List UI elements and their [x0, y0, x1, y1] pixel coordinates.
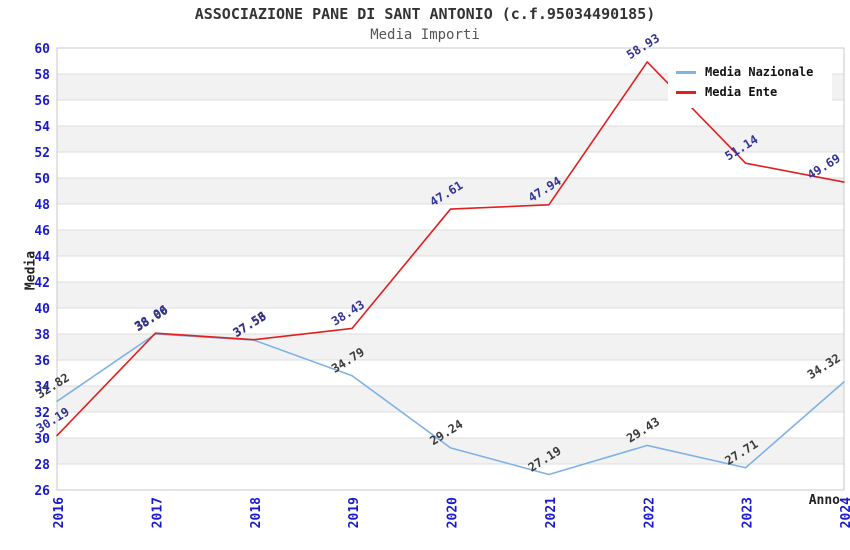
plot-band	[57, 386, 844, 412]
y-tick-label: 52	[34, 146, 50, 161]
legend-item-media-nazionale: Media Nazionale	[676, 62, 826, 82]
y-tick-label: 32	[34, 406, 50, 421]
plot-band	[57, 152, 844, 178]
y-tick-label: 30	[34, 432, 50, 447]
y-tick-label: 40	[34, 302, 50, 317]
plot-border	[56, 47, 845, 491]
x-axis-title: Anno	[808, 493, 840, 508]
x-tick-label: 2024	[839, 497, 850, 528]
series-line-media-ente	[56, 61, 845, 437]
plot-band	[57, 282, 844, 308]
x-tick-label: 2019	[347, 497, 362, 528]
y-tick-label: 48	[34, 198, 50, 213]
y-tick-label: 50	[34, 172, 50, 187]
y-tick-label: 34	[34, 380, 50, 395]
y-tick-label: 36	[34, 354, 50, 369]
y-tick-label: 42	[34, 276, 50, 291]
plot-band	[57, 178, 844, 204]
x-tick-label: 2021	[544, 497, 559, 528]
legend-swatch-media-nazionale	[676, 70, 696, 74]
y-tick-label: 26	[34, 484, 50, 499]
chart-title: ASSOCIAZIONE PANE DI SANT ANTONIO (c.f.9…	[194, 5, 656, 23]
x-tick-label: 2022	[642, 497, 657, 528]
x-tick-label: 2017	[150, 497, 165, 528]
plot-band	[57, 308, 844, 334]
legend-label: Media Ente	[705, 85, 778, 99]
legend-item-media-ente: Media Ente	[676, 82, 826, 102]
y-tick-label: 60	[34, 42, 50, 57]
x-tick-label: 2020	[446, 497, 461, 528]
y-tick-label: 44	[34, 250, 50, 265]
y-tick-label: 58	[34, 68, 50, 83]
y-tick-label: 28	[34, 458, 50, 473]
chart-legend: Media Nazionale Media Ente	[668, 57, 832, 108]
x-tick-label: 2023	[741, 497, 756, 528]
y-tick-label: 46	[34, 224, 50, 239]
plot-band	[57, 464, 844, 490]
y-tick-label: 56	[34, 94, 50, 109]
y-axis-title: Media	[23, 250, 39, 291]
plot-band	[57, 204, 844, 230]
chart-subtitle: Media Importi	[370, 27, 480, 43]
legend-label: Media Nazionale	[705, 65, 814, 79]
plot-band	[57, 230, 844, 256]
plot-band	[57, 412, 844, 438]
y-tick-label: 38	[34, 328, 50, 343]
x-tick-label: 2018	[249, 497, 264, 528]
x-tick-label: 2016	[52, 497, 67, 528]
plot-band	[57, 360, 844, 386]
y-tick-label: 54	[34, 120, 50, 135]
plot-band	[57, 334, 844, 360]
plot-band	[57, 256, 844, 282]
legend-swatch-media-ente	[676, 90, 696, 94]
